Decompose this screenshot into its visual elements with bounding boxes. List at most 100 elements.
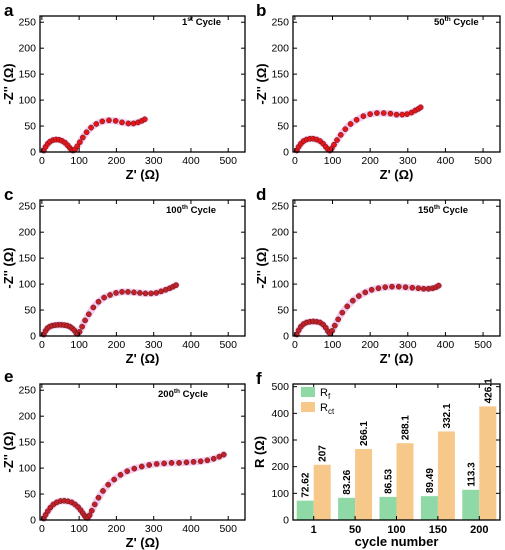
data-point (190, 459, 197, 465)
y-tick-label: 150 (271, 69, 289, 81)
data-point (119, 289, 125, 295)
panel-letter: b (256, 1, 266, 20)
y-tick-label: 0 (283, 147, 289, 159)
x-tick-label: 0 (39, 155, 45, 167)
bar-rct (396, 443, 414, 520)
data-point (74, 143, 81, 150)
y-tick-label: 200 (271, 43, 289, 55)
data-point (183, 459, 190, 466)
data-point (119, 119, 125, 126)
x-tick-label: 100 (70, 523, 88, 535)
x-axis-title: cycle number (355, 534, 439, 549)
y-tick-label: 50 (24, 305, 36, 317)
data-point (389, 283, 395, 290)
x-tick-label: 200 (470, 524, 488, 536)
data-point (85, 311, 92, 318)
y-axis-title: -Z'' (Ω) (254, 247, 269, 288)
cycle-number: 50 (434, 17, 445, 28)
x-axis-title: Z' (Ω) (380, 351, 414, 366)
data-point (347, 121, 354, 127)
data-point (95, 298, 102, 305)
cycle-label: 150th Cycle (418, 204, 468, 216)
data-point (393, 111, 400, 118)
x-tick-label: 300 (399, 339, 417, 351)
data-point (375, 285, 382, 292)
data-point (331, 322, 338, 329)
x-axis-title: Z' (Ω) (126, 167, 160, 182)
data-point (331, 141, 337, 148)
bar-panel-f: 72.62 207 1 83.26 266.1 50 86.53 288.1 100 89.49 3… (252, 369, 501, 549)
data-point (176, 460, 182, 466)
x-tick-label: 100 (387, 524, 405, 536)
panel-letter: e (4, 367, 13, 386)
data-point (77, 139, 83, 145)
data-point (86, 512, 93, 519)
data-point (82, 317, 88, 324)
plot-frame (292, 199, 501, 337)
fit-halo (40, 451, 228, 522)
x-tick-label: 400 (182, 523, 200, 535)
y-tick-label: 100 (18, 279, 36, 291)
data-point (106, 117, 112, 124)
data-point (125, 120, 132, 127)
x-tick-label: 500 (219, 523, 237, 535)
cycle-label: 100th Cycle (166, 204, 216, 216)
y-tick-label: 200 (18, 43, 36, 55)
y-tick-label: 250 (18, 17, 36, 29)
cycle-word: Cycle (193, 17, 221, 28)
cycle-number: 150 (418, 205, 434, 216)
y-tick-label: 100 (271, 95, 289, 107)
legend-main: R (320, 387, 328, 399)
x-tick-label: 0 (292, 339, 298, 351)
x-tick-label: 500 (474, 339, 492, 351)
cycle-suffix: th (174, 388, 180, 395)
y-tick-label: 100 (18, 95, 36, 107)
cycle-word: Cycle (180, 389, 208, 400)
legend-swatch (301, 387, 315, 397)
bar-label-rf: 113.3 (466, 462, 477, 487)
data-point (99, 118, 106, 125)
bar-label-rf: 83.26 (342, 469, 353, 494)
bar-rct (355, 449, 373, 520)
x-tick-label: 500 (219, 155, 237, 167)
data-point (125, 289, 131, 295)
data-point (342, 126, 349, 133)
data-point (334, 137, 340, 143)
data-point (356, 293, 362, 299)
data-point (349, 297, 356, 304)
panel-letter: f (256, 369, 262, 388)
data-point (153, 461, 160, 467)
bar-label-rct: 266.1 (359, 421, 370, 446)
data-point (111, 476, 118, 483)
x-tick-label: 200 (361, 339, 379, 351)
data-point (90, 304, 97, 311)
data-point (91, 501, 98, 508)
x-tick-label: 200 (108, 339, 126, 351)
data-point (100, 488, 106, 494)
data-point (399, 111, 405, 118)
y-axis-title: -Z'' (Ω) (1, 63, 16, 104)
y-tick-label: 50 (277, 305, 289, 317)
x-tick-label: 100 (324, 155, 342, 167)
data-point (80, 134, 86, 141)
data-point (95, 494, 102, 501)
y-tick-label: 50 (24, 121, 36, 133)
cycle-suffix: th (182, 204, 188, 211)
x-tick-label: 400 (182, 155, 200, 167)
x-tick-label: 500 (474, 155, 492, 167)
x-axis-title: Z' (Ω) (380, 167, 414, 182)
data-point (409, 284, 416, 291)
data-point (204, 457, 211, 464)
bar-label-rf: 86.53 (384, 468, 395, 493)
data-point (138, 463, 145, 470)
cycle-word: Cycle (440, 205, 468, 216)
legend-item-rf: Rf (301, 387, 331, 401)
data-point (339, 309, 346, 316)
data-point (435, 282, 442, 289)
data-point (360, 113, 367, 120)
y-axis-title: -Z'' (Ω) (254, 63, 269, 104)
legend-main: R (320, 402, 328, 414)
panel-letter: c (4, 185, 13, 204)
x-tick-label: 100 (70, 339, 88, 351)
bar-rct (479, 406, 497, 520)
